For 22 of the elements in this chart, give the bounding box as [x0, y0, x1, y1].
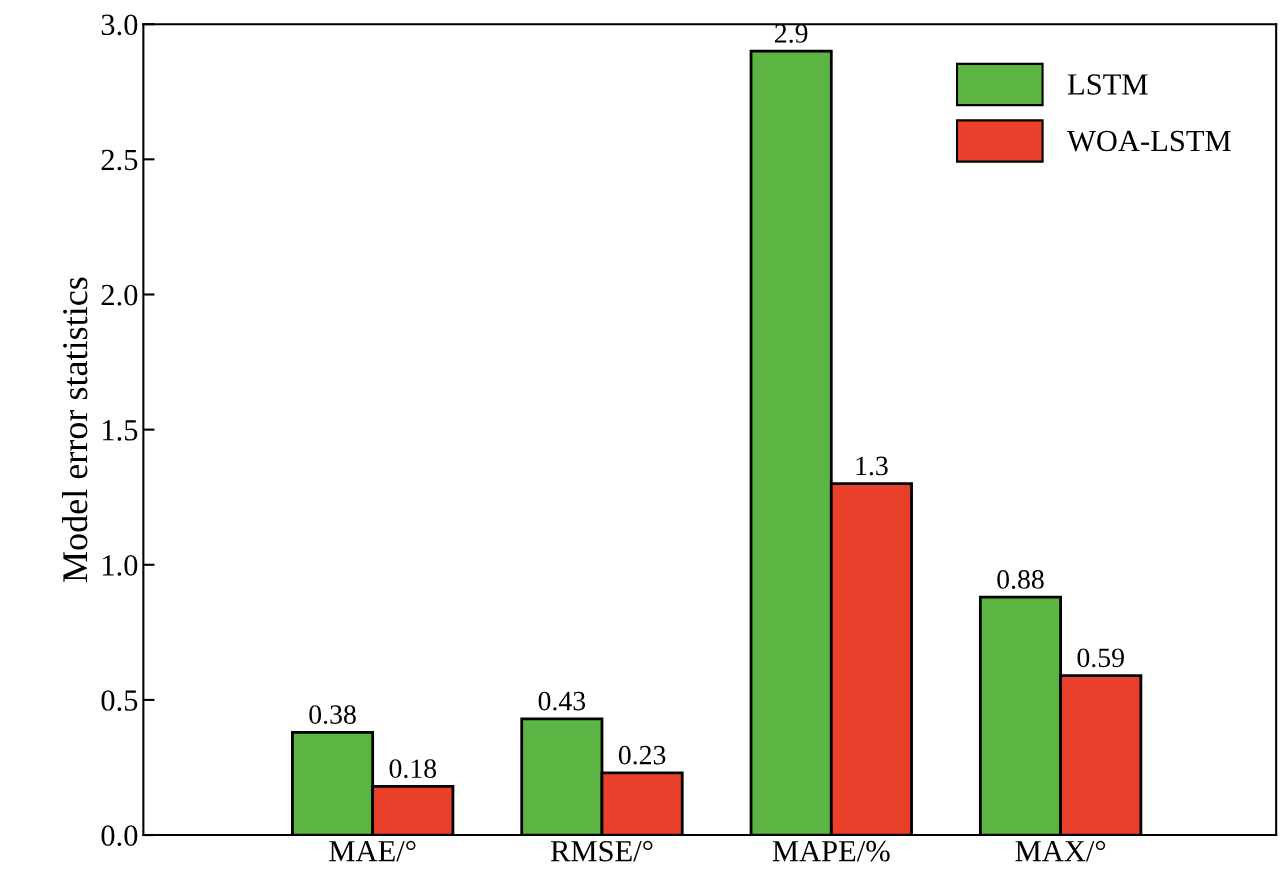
data-label: 2.9	[775, 24, 808, 43]
y-tick-label: 1.0	[102, 555, 138, 576]
legend-label: WOA-LSTM	[1067, 130, 1231, 152]
y-tick-label: 0.0	[101, 825, 138, 847]
data-label: 0.88	[997, 570, 1044, 589]
y-tick-label: 3.0	[101, 14, 138, 36]
data-label: 0.18	[389, 759, 437, 779]
data-label: 0.23	[618, 745, 666, 765]
y-tick-label: 0.5	[101, 690, 138, 711]
data-label: 0.43	[538, 691, 586, 711]
x-tick-label: MAE/°	[329, 840, 416, 862]
y-tick-label: 2.5	[101, 149, 138, 171]
y-axis-title: Model error statistics	[62, 277, 88, 583]
x-tick-label: MAX/°	[1015, 840, 1106, 862]
data-label: 0.59	[1077, 648, 1124, 668]
y-tick-label: 1.5	[102, 420, 138, 441]
x-tick-label: MAPE/%	[772, 840, 890, 862]
legend-label: LSTM	[1067, 74, 1148, 95]
data-label: 0.38	[309, 705, 356, 725]
data-label: 1.3	[856, 456, 888, 476]
y-tick-label: 2.0	[101, 284, 138, 306]
x-tick-label: RMSE/°	[550, 840, 653, 862]
